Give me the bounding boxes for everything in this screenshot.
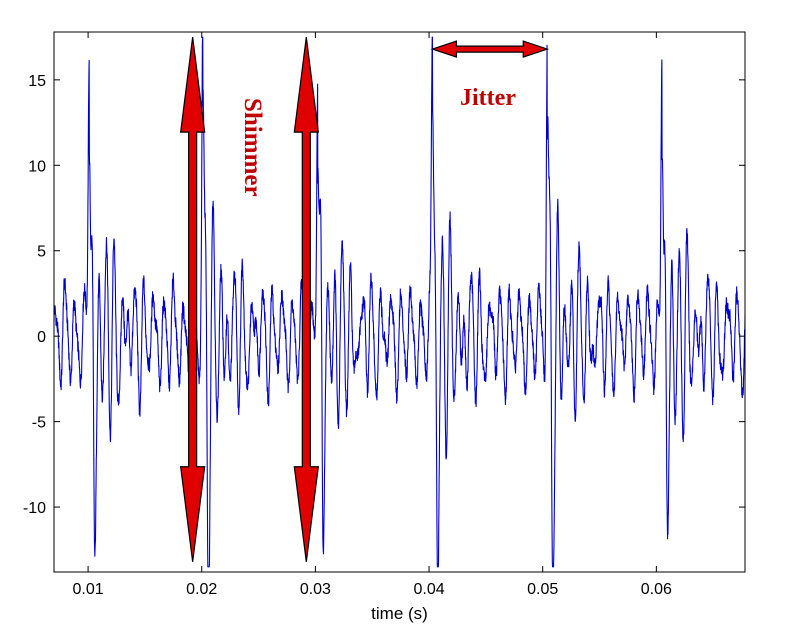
y-axis: 15 10 5 0 -5 -10	[23, 73, 745, 517]
y-tick-label: -5	[32, 415, 46, 432]
x-tick-label: 0.03	[300, 581, 331, 598]
jitter-annotation: Jitter	[460, 85, 516, 111]
shimmer-arrow	[293, 37, 319, 562]
x-tick-label: 0.06	[641, 581, 672, 598]
plot-area	[53, 36, 746, 568]
axes-box	[53, 31, 746, 573]
signal-line	[53, 36, 746, 568]
x-tick-label: 0.04	[413, 581, 444, 598]
jitter-arrow	[430, 40, 550, 58]
y-tick-label: 5	[37, 244, 46, 261]
shimmer-annotation: Shimmer	[239, 98, 266, 197]
x-tick-label: 0.05	[527, 581, 558, 598]
x-axis-label: time (s)	[371, 604, 428, 623]
annotation-arrows	[179, 37, 550, 562]
y-tick-label: 0	[37, 329, 46, 346]
y-tick-label: 15	[28, 73, 46, 90]
y-tick-label: 10	[28, 158, 46, 175]
shimmer-arrow	[179, 37, 206, 562]
x-tick-label: 0.01	[73, 581, 104, 598]
x-axis: 0.01 0.02 0.03 0.04 0.05 0.06	[73, 32, 672, 598]
y-tick-label: -10	[23, 500, 46, 517]
x-tick-label: 0.02	[186, 581, 217, 598]
